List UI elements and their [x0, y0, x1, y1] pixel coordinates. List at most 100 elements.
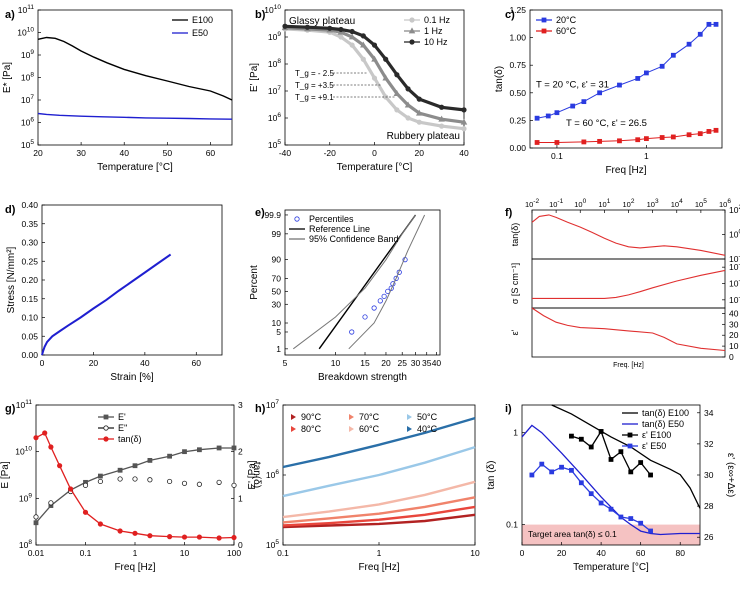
y-tick-label: 26	[704, 532, 714, 542]
data-point	[439, 104, 445, 110]
data-point	[635, 137, 641, 143]
y-axis-label: E' [Pa]	[247, 460, 258, 489]
data-point	[588, 444, 594, 450]
x-tick-label: 0.1	[551, 151, 563, 161]
data-point	[282, 23, 288, 29]
data-point	[581, 139, 587, 145]
data-point	[377, 298, 383, 304]
data-point	[33, 520, 39, 526]
x-axis-label: Freq [Hz]	[358, 562, 399, 573]
y-tick-label: 1	[513, 428, 518, 438]
y-tick-label: 10	[272, 318, 282, 328]
data-point	[659, 63, 665, 69]
data-point	[394, 107, 400, 113]
x-tick-label: 20	[33, 148, 43, 158]
x-tick-label: 1	[133, 548, 138, 558]
x-tick-label: 20	[89, 358, 99, 368]
data-point	[706, 129, 712, 134]
y-tick-label: 1011	[18, 4, 35, 15]
data-point	[231, 482, 237, 488]
data-point	[569, 467, 574, 473]
panel-i: i)	[505, 403, 512, 415]
data-point	[383, 56, 389, 62]
data-point	[597, 138, 603, 144]
data-point	[617, 82, 622, 88]
y-tick-label: 0.00	[21, 350, 38, 360]
data-point	[697, 31, 703, 37]
x-tick-label: 15	[360, 358, 370, 368]
legend-label: E100	[192, 15, 213, 25]
x-axis-label: Freq. [Hz]	[613, 362, 644, 369]
data-point	[181, 480, 188, 486]
chart-f: 10-2100102tan(δ)10-910-710-5σ [S cm⁻¹]01…	[510, 198, 740, 369]
y-tick-label: 0.75	[509, 60, 526, 70]
data-point	[197, 447, 202, 453]
data-point	[67, 486, 74, 492]
x-tick-label: -40	[279, 148, 292, 158]
legend-marker	[294, 216, 300, 222]
y-axis-label: E' [Pa]	[249, 63, 260, 92]
data-point	[461, 126, 467, 132]
legend-label: 95% Confidence Band	[309, 234, 399, 244]
y-tick-label: 109	[19, 492, 32, 503]
legend-marker	[103, 436, 109, 442]
data-point	[348, 33, 356, 40]
data-point	[415, 109, 423, 116]
data-point	[338, 26, 344, 33]
y-tick-label: 50	[272, 286, 282, 296]
y2-axis-label: tan(δ)	[251, 462, 262, 488]
y-tick-label: 107	[266, 399, 279, 410]
series-line	[348, 214, 426, 350]
x-tick-label: 102	[623, 198, 635, 209]
data-point	[182, 449, 187, 455]
annotation: T_g = - 2.5	[295, 69, 334, 78]
data-point	[554, 110, 560, 116]
x-tick-label: 100	[227, 548, 241, 558]
panel-letter: b)	[255, 9, 266, 21]
data-point	[371, 42, 378, 48]
y-tick-label: 109	[21, 49, 34, 60]
legend-marker	[541, 28, 547, 34]
x-tick-label: 60	[192, 358, 202, 368]
legend-label: 80°C	[301, 424, 322, 434]
x-tick-label: 5	[283, 358, 288, 368]
x-tick-label: 40	[432, 358, 442, 368]
x-tick-label: 25	[397, 358, 407, 368]
chart-a: 20 30 40 50 60 Temperature [°C] 105 106 107 108 10…	[2, 4, 233, 173]
data-point	[461, 107, 467, 113]
y-tick-label: 1011	[16, 399, 33, 410]
data-point	[147, 457, 153, 463]
panel-letter: a)	[5, 9, 15, 21]
data-point	[539, 461, 545, 467]
target-area	[522, 524, 700, 545]
data-point	[670, 134, 676, 140]
data-point	[117, 467, 123, 473]
data-point	[166, 533, 173, 540]
chart-i: Target area tan(δ) ≤ 0.10 20 40 60 80 Tempera…	[486, 404, 736, 573]
annotation: T = 20 °C, ε' = 31	[536, 79, 609, 90]
series-line	[41, 253, 172, 356]
x-tick-label: 104	[671, 198, 683, 209]
y-tick-label: 10	[729, 341, 739, 351]
data-point	[404, 101, 412, 108]
x-axis-label: Freq [Hz]	[114, 562, 155, 573]
panel-letter: c)	[505, 9, 515, 21]
data-point	[608, 506, 614, 512]
y-tick-label: 30	[729, 319, 739, 329]
x-tick-label: 105	[695, 198, 707, 209]
legend-marker	[627, 443, 633, 449]
chart-h: 0.1 1 10 Freq [Hz] 105 106 107 E' [Pa] 90°C 80°C 7…	[247, 399, 480, 573]
legend-label: 70°C	[359, 412, 380, 422]
legend-label: Reference Line	[309, 224, 370, 234]
y-tick-label: 3	[238, 400, 243, 410]
data-point	[713, 21, 719, 27]
legend-marker	[409, 39, 415, 45]
y-tick-label: 30	[704, 470, 714, 480]
legend-label: E'	[118, 412, 126, 422]
x-axis-label: Temperature [°C]	[573, 562, 649, 573]
series-line	[282, 505, 476, 527]
series-line	[282, 480, 476, 519]
y-tick-label: 100	[729, 229, 740, 240]
data-point	[82, 509, 89, 515]
data-point	[362, 314, 368, 320]
